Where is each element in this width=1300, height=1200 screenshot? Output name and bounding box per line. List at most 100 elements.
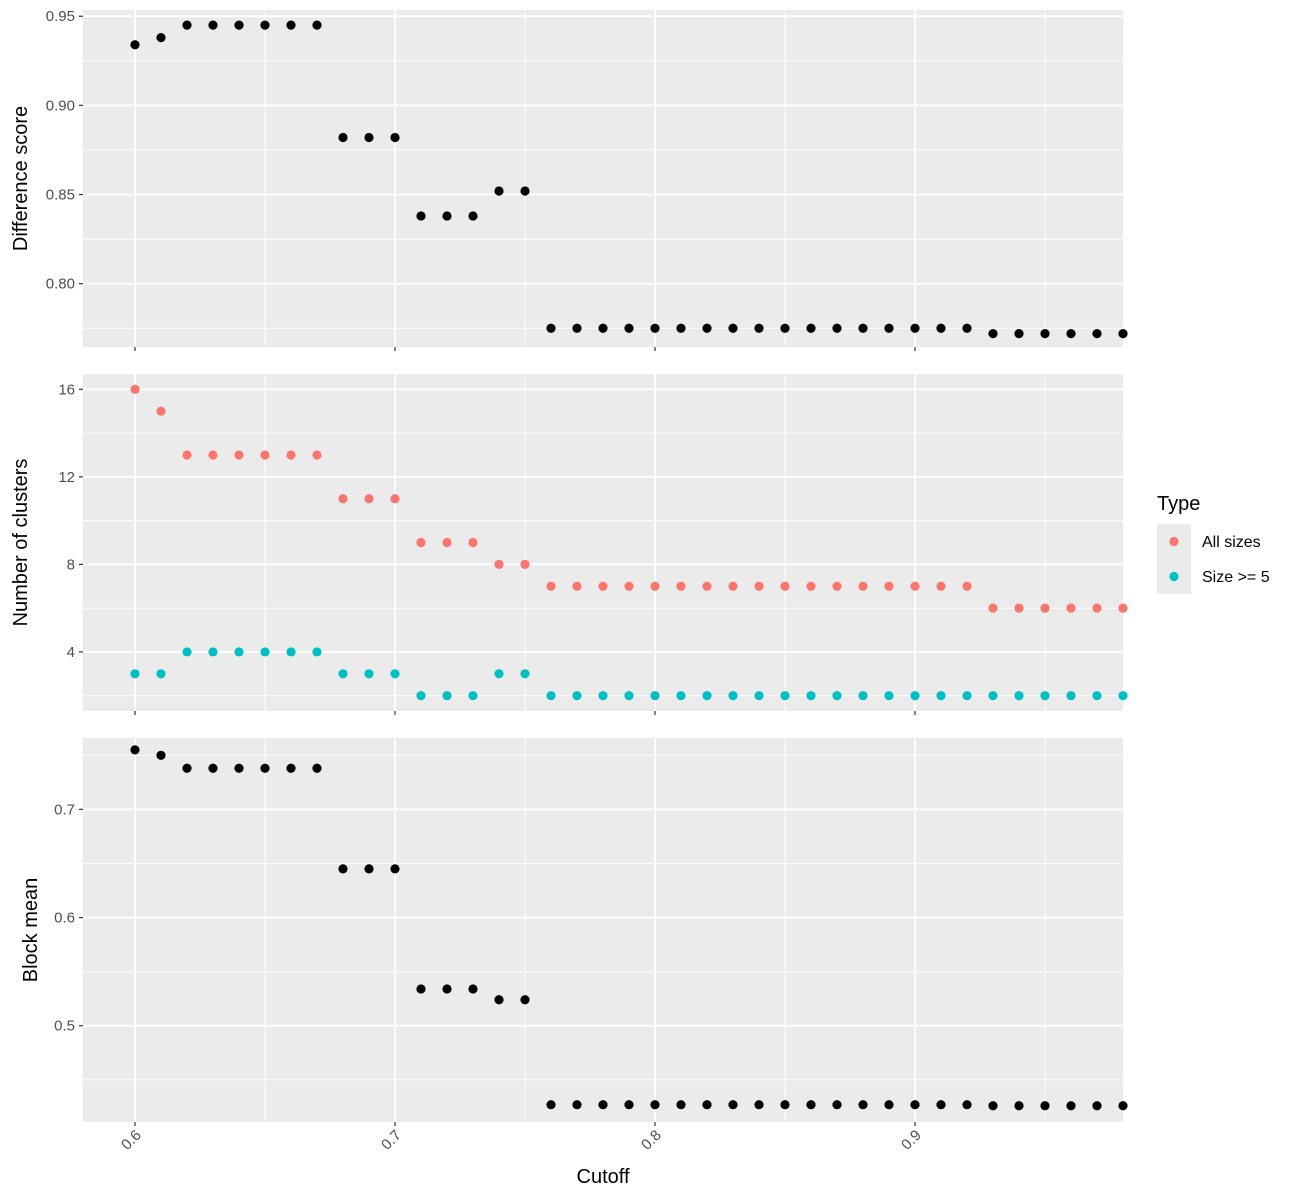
data-point: [1040, 329, 1050, 339]
data-point: [208, 647, 218, 657]
y-tick-label: 0.6: [54, 910, 75, 927]
data-point: [858, 581, 868, 591]
x-tick-label: 0.7: [378, 1127, 405, 1154]
data-point: [494, 995, 504, 1005]
panel-number-of-clusters: 4 8 12 16 Number of clusters: [10, 374, 1128, 715]
x-tick-label: 0.8: [638, 1127, 665, 1154]
data-point: [1014, 603, 1024, 613]
data-point: [884, 1100, 894, 1110]
data-point: [494, 186, 504, 196]
data-point: [442, 211, 452, 221]
x-tick-label: 0.6: [118, 1127, 145, 1154]
data-point: [364, 669, 374, 679]
data-point: [208, 20, 218, 30]
panel-block-mean: 0.5 0.6 0.7 Block mean: [20, 738, 1128, 1126]
data-point: [988, 329, 998, 339]
data-point: [1066, 329, 1076, 339]
data-point: [156, 669, 166, 679]
data-point: [208, 450, 218, 460]
data-point: [234, 450, 244, 460]
data-point: [442, 984, 452, 994]
data-point: [390, 864, 400, 874]
data-point: [624, 691, 634, 701]
data-point: [988, 691, 998, 701]
data-point: [702, 691, 712, 701]
data-point: [416, 691, 426, 701]
data-point: [858, 323, 868, 333]
data-point: [156, 33, 166, 43]
data-point: [468, 984, 478, 994]
data-point: [1092, 691, 1102, 701]
data-point: [676, 581, 686, 591]
data-point: [780, 323, 790, 333]
data-point: [650, 581, 660, 591]
data-point: [260, 450, 270, 460]
data-point: [1092, 329, 1102, 339]
legend-key-point: [1169, 536, 1179, 547]
legend-title: Type: [1157, 493, 1200, 515]
data-point: [572, 581, 582, 591]
data-point: [676, 691, 686, 701]
data-point: [832, 691, 842, 701]
y-tick-label: 0.5: [54, 1018, 75, 1035]
data-point: [520, 186, 530, 196]
data-point: [884, 581, 894, 591]
data-point: [962, 581, 972, 591]
y-tick-label: 0.95: [46, 8, 75, 25]
panel-difference-score: 0.80 0.85 0.90 0.95 Difference score: [10, 8, 1128, 351]
data-point: [390, 132, 400, 143]
y-tick-label: 8: [67, 556, 75, 573]
data-point: [702, 581, 712, 591]
data-point: [286, 763, 296, 773]
data-point: [728, 691, 738, 701]
data-point: [754, 1100, 764, 1110]
data-point: [338, 494, 348, 504]
data-point: [780, 691, 790, 701]
data-point: [962, 323, 972, 333]
data-point: [754, 323, 764, 333]
data-point: [598, 691, 608, 701]
data-point: [962, 691, 972, 701]
data-point: [910, 691, 920, 701]
data-point: [780, 1100, 790, 1110]
data-point: [1118, 329, 1128, 339]
data-point: [988, 1101, 998, 1111]
data-point: [806, 691, 816, 701]
data-point: [1066, 1101, 1076, 1111]
data-point: [520, 669, 530, 679]
y-tick-label: 0.7: [54, 801, 75, 818]
data-point: [260, 763, 270, 773]
data-point: [546, 691, 556, 701]
series-all-sizes: [130, 384, 1128, 613]
data-point: [624, 323, 634, 333]
data-point: [312, 763, 322, 773]
data-point: [182, 20, 192, 30]
data-point: [364, 864, 374, 874]
data-point: [910, 1100, 920, 1110]
data-point: [884, 323, 894, 333]
data-point: [1040, 1101, 1050, 1111]
data-point: [1118, 603, 1128, 613]
data-point: [234, 20, 244, 30]
data-point: [936, 1100, 946, 1110]
panel-background: [83, 10, 1123, 347]
y-axis-title: Difference score: [10, 106, 32, 251]
data-point: [676, 1100, 686, 1110]
data-point: [598, 581, 608, 591]
data-point: [130, 669, 140, 679]
data-point: [572, 691, 582, 701]
data-point: [338, 669, 348, 679]
data-point: [546, 1100, 556, 1110]
data-point: [156, 406, 166, 416]
data-point: [1092, 603, 1102, 613]
data-point: [182, 647, 192, 657]
data-point: [832, 1100, 842, 1110]
data-point: [858, 1100, 868, 1110]
data-point: [390, 494, 400, 504]
data-point: [416, 537, 426, 548]
data-point: [1040, 603, 1050, 613]
data-point: [754, 581, 764, 591]
data-point: [936, 691, 946, 701]
data-point: [806, 323, 816, 333]
data-point: [286, 450, 296, 460]
